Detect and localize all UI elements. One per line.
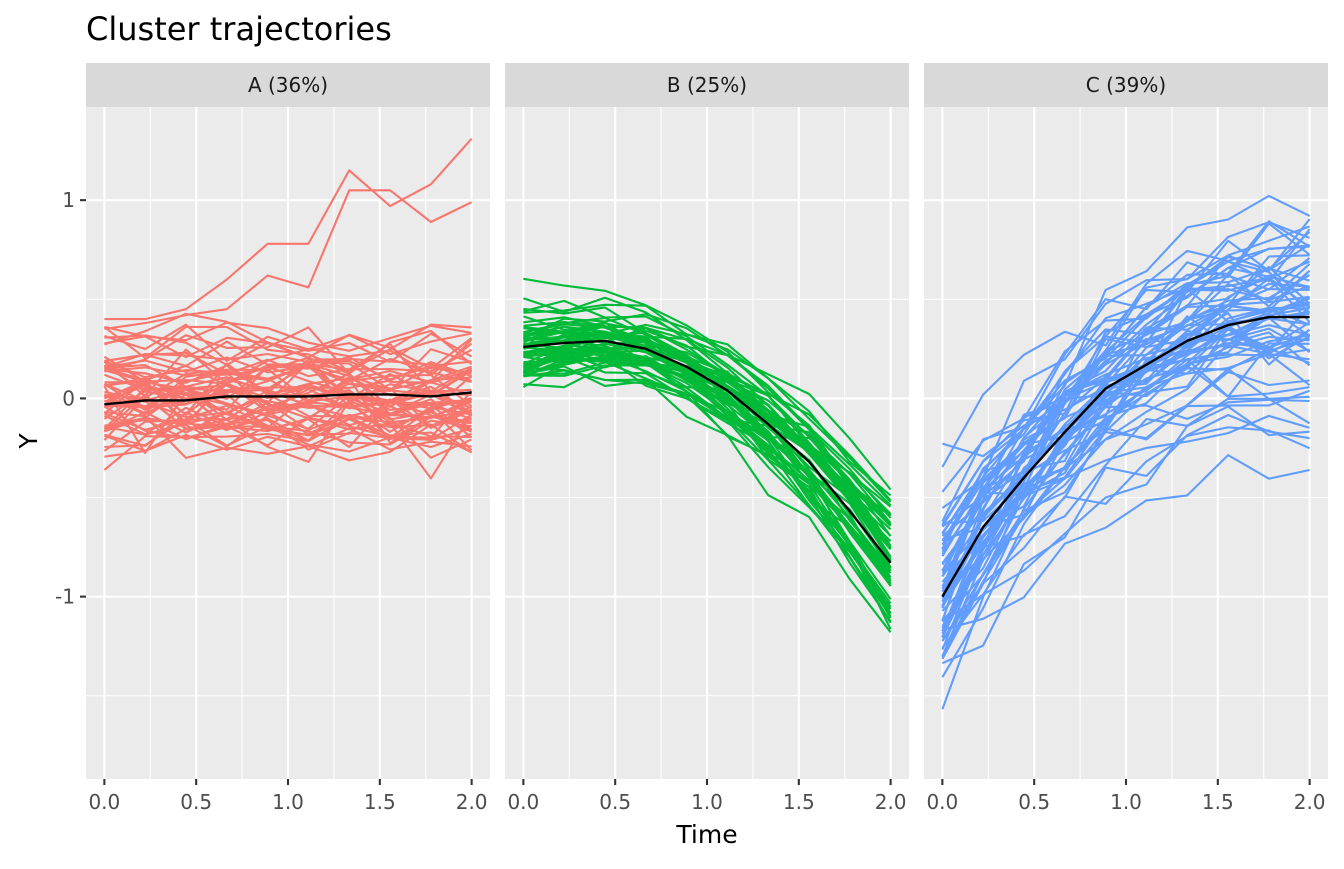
trajectory-line <box>941 231 1311 522</box>
facet-panel: B (25%) 0.0 0.5 1.0 1.5 2.0 <box>505 63 909 814</box>
trajectory-line <box>523 330 892 614</box>
facet-panel: A (36%) 0.0 0.5 1.0 1.5 2.0 -1 0 1 <box>55 63 490 814</box>
trajectory-line <box>522 313 892 549</box>
trajectory-line <box>104 352 472 381</box>
trajectory-line <box>941 328 1310 597</box>
x-tick-label: 1.0 <box>1110 790 1142 814</box>
trajectory-line <box>104 312 473 375</box>
trajectory-line <box>104 326 473 408</box>
trajectory-line <box>941 397 1311 649</box>
facet-label: B (25%) <box>667 73 747 97</box>
cluster-mean-line <box>941 315 1310 598</box>
x-tick-label: 1.5 <box>783 790 815 814</box>
x-tick-label: 0.5 <box>180 790 212 814</box>
trajectory-line <box>941 218 1311 572</box>
trajectory-line <box>104 393 473 431</box>
x-tick-label: 0.0 <box>88 790 120 814</box>
facet-strip <box>924 63 1328 107</box>
x-tick-label: 0.0 <box>926 790 958 814</box>
x-tick-label: 0.5 <box>1018 790 1050 814</box>
trajectory-line <box>103 405 473 480</box>
y-tick-label: 1 <box>62 188 75 212</box>
trajectory-line <box>523 366 892 633</box>
x-tick-label: 2.0 <box>875 790 907 814</box>
trajectory-line <box>523 325 892 583</box>
trajectory-line <box>104 355 472 411</box>
trajectory-line <box>941 301 1310 566</box>
trajectory-line <box>941 194 1311 622</box>
facet-strip <box>86 63 490 107</box>
trajectory-line <box>941 274 1311 710</box>
trajectory-line <box>941 405 1310 623</box>
trajectory-line <box>103 385 473 455</box>
facet-panel: C (39%) 0.0 0.5 1.0 1.5 2.0 <box>924 63 1328 814</box>
trajectory-line <box>104 348 472 393</box>
cluster-mean-line <box>523 339 892 564</box>
x-tick-label: 0.0 <box>507 790 539 814</box>
trajectory-line <box>104 340 472 393</box>
trajectory-line <box>104 427 472 458</box>
trajectory-line <box>522 336 892 584</box>
trajectory-line <box>104 364 473 402</box>
trajectory-line <box>103 355 472 416</box>
trajectory-line <box>523 322 892 561</box>
x-tick-label: 1.5 <box>1202 790 1234 814</box>
facet-label: C (39%) <box>1086 73 1166 97</box>
x-tick-label: 0.5 <box>599 790 631 814</box>
facet-label: A (36%) <box>248 73 328 97</box>
x-tick-label: 2.0 <box>1294 790 1326 814</box>
trajectory-line <box>104 389 472 433</box>
x-tick-label: 1.5 <box>364 790 396 814</box>
trajectory-line <box>104 366 473 407</box>
x-tick-label: 2.0 <box>456 790 488 814</box>
trajectory-line <box>941 326 1311 658</box>
x-tick-label: 1.0 <box>691 790 723 814</box>
trajectory-line <box>523 326 892 623</box>
trajectory-line <box>941 348 1310 587</box>
trajectory-line <box>523 344 892 502</box>
trajectory-line <box>942 454 1310 631</box>
y-tick-label: 0 <box>62 386 75 410</box>
trajectory-line <box>941 266 1310 557</box>
y-axis-title: Y <box>14 433 43 450</box>
trajectory-line <box>103 416 473 471</box>
trajectory-line <box>104 356 472 384</box>
trajectory-line <box>941 335 1310 571</box>
x-axis-title: Time <box>675 820 737 849</box>
trajectory-line <box>523 364 892 506</box>
trajectory-line <box>523 299 892 547</box>
trajectory-line <box>523 303 892 503</box>
trajectory-line <box>941 307 1310 598</box>
trajectory-line <box>941 413 1310 665</box>
trajectory-line <box>104 370 473 401</box>
trajectory-line <box>941 358 1310 509</box>
trajectory-line <box>104 401 472 441</box>
trajectory-line <box>941 305 1311 627</box>
trajectory-line <box>104 138 473 321</box>
facet-strip <box>505 63 909 107</box>
cluster-mean-line <box>104 391 472 406</box>
trajectory-line <box>104 321 472 352</box>
trajectory-line <box>104 400 473 463</box>
y-tick-label: -1 <box>55 585 75 609</box>
trajectory-line <box>523 343 892 563</box>
trajectory-line <box>523 296 892 562</box>
x-tick-label: 1.0 <box>272 790 304 814</box>
trajectory-line <box>941 222 1311 551</box>
trajectory-line <box>104 189 473 331</box>
chart-title: Cluster trajectories <box>86 10 392 48</box>
trajectory-line <box>941 414 1310 600</box>
